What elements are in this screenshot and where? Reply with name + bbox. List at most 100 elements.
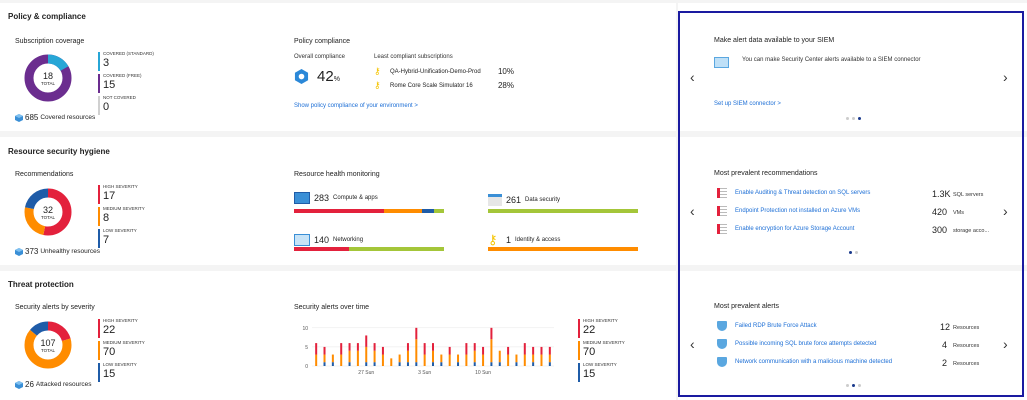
recs-next-button[interactable]: › [1003, 203, 1008, 219]
bar-segment[interactable] [415, 327, 418, 340]
bar-segment[interactable] [373, 350, 376, 363]
bar-segment[interactable] [406, 350, 409, 363]
bar-segment[interactable] [390, 358, 393, 366]
recommendation-row[interactable]: Enable Auditing & Threat detection on SQ… [717, 188, 870, 198]
alerts-dot-2[interactable] [852, 384, 855, 387]
health-networking[interactable]: 140 Networking [294, 234, 363, 246]
bar-segment[interactable] [331, 354, 334, 363]
siem-prev-button[interactable]: ‹ [690, 69, 695, 85]
bar-segment[interactable] [432, 350, 434, 363]
bar-segment[interactable] [532, 354, 535, 363]
health-identity[interactable]: ⚷ 1 Identity & access [488, 232, 561, 247]
bar-segment[interactable] [473, 350, 476, 363]
alerts-donut[interactable] [23, 320, 73, 370]
bar-segment[interactable] [490, 362, 493, 366]
covered-resources-footer[interactable]: 685 Covered resources [15, 113, 95, 122]
legend-high-severity[interactable]: HIGH SEVERITY 22 [98, 318, 145, 340]
bar-segment[interactable] [398, 354, 401, 363]
bar-segment[interactable] [423, 343, 426, 355]
bar-segment[interactable] [532, 346, 535, 355]
bar-segment[interactable] [348, 350, 351, 363]
bar-segment[interactable] [323, 354, 326, 363]
bar-segment[interactable] [498, 362, 501, 366]
legend-low-severity[interactable]: LOW SEVERITY 7 [98, 228, 145, 250]
bar-segment[interactable] [498, 350, 501, 363]
siem-next-button[interactable]: › [1003, 69, 1008, 85]
recommendation-row[interactable]: Endpoint Protection not installed on Azu… [717, 206, 860, 216]
bar-segment[interactable] [465, 354, 468, 366]
bar-segment[interactable] [523, 354, 526, 366]
legend-high-severity[interactable]: HIGH SEVERITY 22 [578, 318, 625, 340]
legend-high-severity[interactable]: HIGH SEVERITY 17 [98, 184, 145, 206]
alerts-dot-1[interactable] [846, 384, 849, 387]
bar-segment[interactable] [473, 362, 476, 366]
bar-segment[interactable] [507, 346, 510, 355]
bar-segment[interactable] [373, 343, 376, 351]
bar-segment[interactable] [365, 335, 368, 347]
legend-medium-severity[interactable]: MEDIUM SEVERITY 70 [98, 340, 145, 362]
bar-segment[interactable] [457, 362, 460, 366]
bar-segment[interactable] [415, 339, 418, 363]
recs-prev-button[interactable]: ‹ [690, 203, 695, 219]
show-policy-compliance-link[interactable]: Show policy compliance of your environme… [294, 103, 418, 109]
bar-segment[interactable] [457, 354, 460, 363]
bar-segment[interactable] [340, 354, 343, 366]
bar-segment[interactable] [365, 362, 368, 366]
unhealthy-resources-footer[interactable]: 373 Unhealthy resources [15, 247, 100, 256]
siem-dot-1[interactable] [846, 117, 849, 120]
alerts-over-time-chart[interactable]: 10 5 0 27 Sun 3 Sun 10 Sun [294, 316, 564, 380]
legend-not-covered[interactable]: NOT COVERED 0 [98, 95, 154, 117]
bar-segment[interactable] [515, 362, 518, 366]
alert-row[interactable]: Network communication with a malicious m… [717, 357, 892, 367]
bar-segment[interactable] [432, 343, 434, 351]
bar-segment[interactable] [440, 354, 443, 363]
bar-segment[interactable] [448, 354, 451, 366]
bar-segment[interactable] [548, 354, 551, 363]
bar-segment[interactable] [398, 362, 401, 366]
bar-segment[interactable] [406, 343, 409, 351]
bar-segment[interactable] [381, 346, 384, 355]
siem-dot-2[interactable] [852, 117, 855, 120]
legend-low-severity[interactable]: LOW SEVERITY 15 [98, 362, 145, 384]
legend-covered-standard[interactable]: COVERED (STANDARD) 3 [98, 51, 154, 73]
bar-segment[interactable] [340, 343, 343, 355]
health-compute[interactable]: 283 Compute & apps [294, 192, 378, 204]
bar-segment[interactable] [448, 346, 451, 355]
bar-segment[interactable] [323, 346, 326, 355]
bar-segment[interactable] [440, 362, 443, 366]
recs-dot-1[interactable] [849, 251, 852, 254]
bar-segment[interactable] [348, 362, 351, 366]
legend-low-severity[interactable]: LOW SEVERITY 15 [578, 362, 625, 384]
siem-dot-3[interactable] [858, 117, 861, 120]
bar-segment[interactable] [423, 354, 426, 366]
bar-segment[interactable] [548, 362, 551, 366]
legend-medium-severity[interactable]: MEDIUM SEVERITY 70 [578, 340, 625, 362]
health-data-security[interactable]: 261 Data security [488, 194, 560, 206]
bar-segment[interactable] [473, 343, 476, 351]
legend-covered-free[interactable]: COVERED (FREE) 15 [98, 73, 154, 95]
alert-row[interactable]: Possible incoming SQL brute force attemp… [717, 339, 877, 349]
least-compliant-row-2[interactable]: ⚷ Rome Core Scale Simulator 16 28% [374, 80, 514, 90]
bar-segment[interactable] [507, 354, 510, 366]
alerts-next-button[interactable]: › [1003, 336, 1008, 352]
bar-segment[interactable] [490, 339, 493, 363]
attacked-resources-footer[interactable]: 26 Attacked resources [15, 380, 92, 389]
alerts-prev-button[interactable]: ‹ [690, 336, 695, 352]
bar-segment[interactable] [482, 354, 485, 366]
bar-segment[interactable] [482, 346, 485, 355]
bar-segment[interactable] [331, 362, 334, 366]
bar-segment[interactable] [406, 362, 409, 366]
bar-segment[interactable] [315, 354, 318, 366]
bar-segment[interactable] [373, 362, 376, 366]
bar-segment[interactable] [523, 343, 526, 355]
setup-siem-link[interactable]: Set up SIEM connector > [714, 101, 781, 107]
bar-segment[interactable] [356, 350, 359, 366]
recommendations-donut[interactable] [23, 187, 73, 237]
legend-medium-severity[interactable]: MEDIUM SEVERITY 8 [98, 206, 145, 228]
bar-segment[interactable] [415, 362, 418, 366]
subscription-donut[interactable] [23, 53, 73, 103]
recs-dot-2[interactable] [855, 251, 858, 254]
bar-segment[interactable] [490, 327, 493, 340]
alerts-dot-3[interactable] [858, 384, 861, 387]
bar-segment[interactable] [548, 346, 551, 355]
